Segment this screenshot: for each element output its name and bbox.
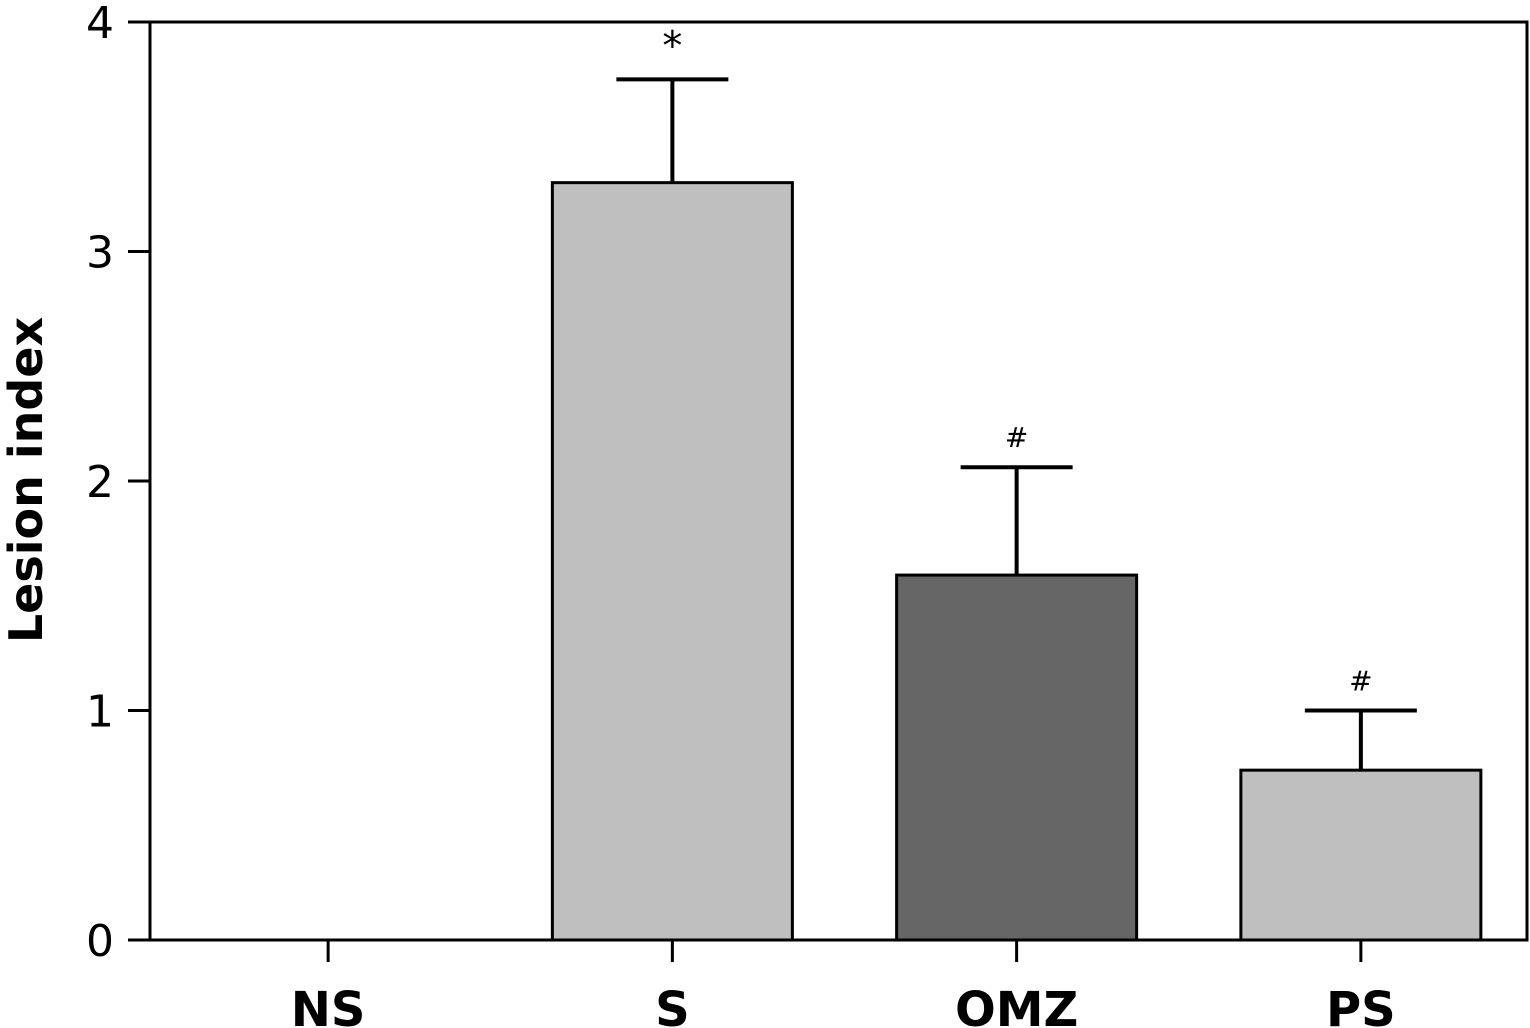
y-tick-label: 1 (86, 687, 114, 738)
x-axis-ticks: NS S OMZ PS (291, 940, 1396, 1028)
significance-marker: # (1349, 665, 1372, 698)
significance-marker: # (1005, 421, 1028, 454)
annotations-layer: * # # (662, 23, 1372, 697)
y-axis-ticks: 0 1 2 3 4 (86, 0, 150, 967)
x-tick-label: NS (291, 982, 366, 1028)
significance-marker: * (662, 23, 682, 69)
bar-ps (1239, 768, 1483, 942)
y-axis-title: Lesion index (0, 317, 53, 643)
bar-omz (895, 573, 1139, 942)
y-tick-label: 4 (86, 0, 114, 49)
x-tick-label: OMZ (955, 982, 1078, 1028)
y-tick-label: 2 (86, 457, 114, 508)
x-tick-label: PS (1326, 982, 1396, 1028)
y-tick-label: 3 (86, 228, 114, 279)
error-bars-layer (616, 77, 1417, 771)
y-tick-label: 0 (86, 916, 114, 967)
x-tick-label: S (655, 982, 690, 1028)
bar-s (550, 181, 794, 942)
